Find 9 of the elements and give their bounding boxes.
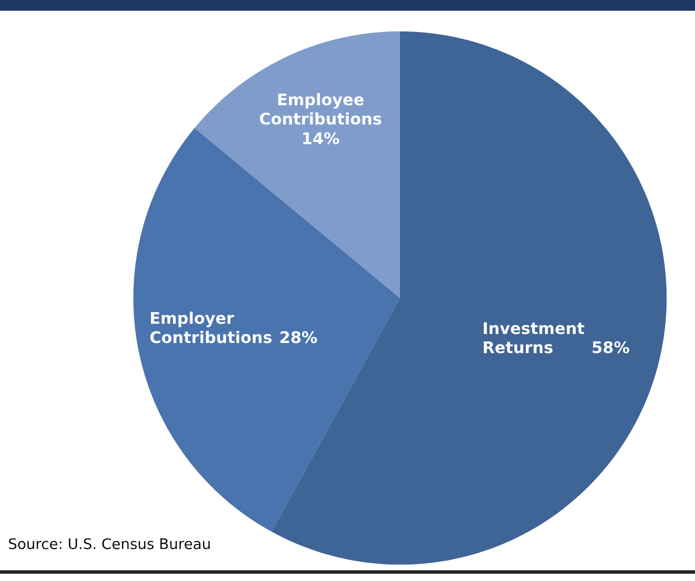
pie-slice — [133, 128, 400, 532]
data-label: 28% — [280, 331, 317, 344]
slice-label: Investment Returns — [484, 322, 584, 354]
pie-slice — [194, 31, 400, 298]
slice-label: Employee Contributions — [260, 93, 382, 125]
data-label: 58% — [592, 341, 630, 354]
data-label: 14% — [303, 132, 340, 144]
slice-label: Employer Contributions — [150, 312, 272, 344]
source-note: Source: U.S. Census Bureau — [8, 538, 210, 550]
